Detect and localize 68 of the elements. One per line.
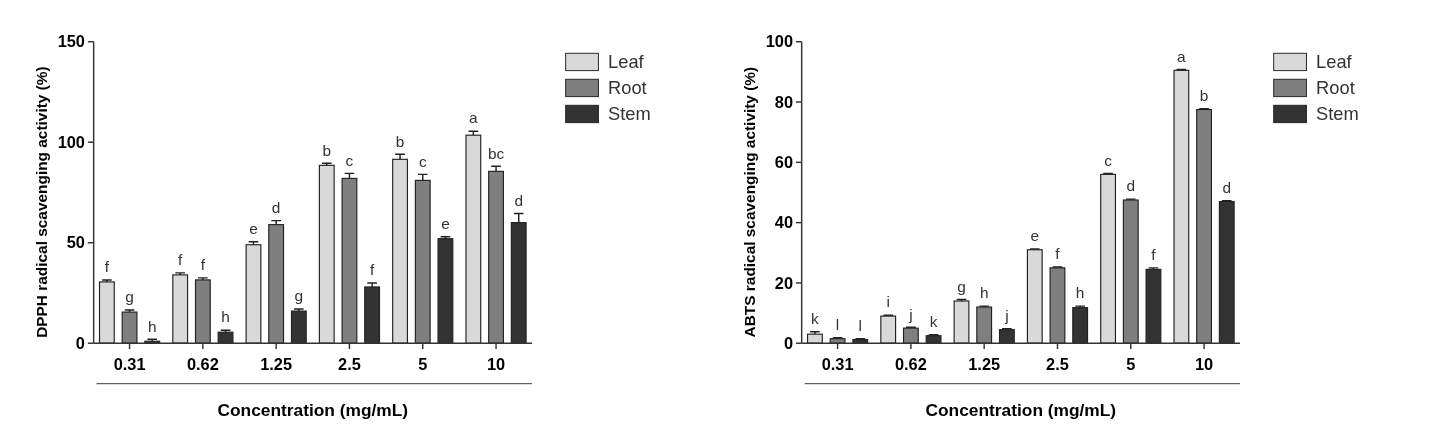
data-label: bc (487, 144, 505, 162)
x-tick-label: 2.5 (338, 355, 361, 374)
y-tick-label: 100 (765, 32, 794, 51)
data-label: c (1104, 151, 1113, 169)
y-tick-label: 40 (774, 213, 794, 232)
x-tick-label: 0.31 (821, 355, 854, 374)
data-label: g (125, 288, 134, 306)
x-tick-label: 5 (1126, 355, 1136, 374)
x-tick-label: 1.25 (260, 355, 293, 374)
data-label: l (835, 316, 840, 334)
data-label: b (395, 132, 405, 150)
data-label: g (294, 287, 304, 305)
data-label: h (221, 308, 230, 326)
data-label: j (1004, 307, 1009, 325)
data-label: h (1075, 284, 1085, 302)
data-label: a (1177, 47, 1187, 65)
data-label: b (322, 141, 332, 159)
x-tick-label: 5 (418, 355, 428, 374)
data-label: k (929, 313, 938, 331)
data-label: f (1055, 245, 1061, 263)
data-label: f (178, 251, 184, 269)
y-tick-label: 60 (774, 153, 794, 172)
data-label: f (1151, 246, 1157, 264)
data-label: e (249, 220, 258, 238)
x-tick-label: 10 (486, 355, 506, 374)
legend-label: Stem (1316, 103, 1359, 125)
data-label: j (908, 305, 913, 323)
data-label: k (811, 310, 820, 328)
data-label: f (200, 256, 206, 274)
y-tick-label: 100 (57, 132, 85, 151)
data-label: b (1199, 86, 1209, 104)
y-tick-label: 0 (783, 333, 794, 352)
y-tick-label: 20 (774, 273, 794, 292)
y-axis-title: DPPH radical scavenging activity (%) (33, 66, 51, 338)
data-label: h (979, 284, 989, 302)
x-axis-title: Concentration (mg/mL) (217, 400, 409, 421)
y-tick-label: 150 (57, 32, 85, 51)
data-label: l (858, 317, 862, 334)
y-tick-label: 50 (66, 233, 85, 252)
x-tick-label: 2.5 (1046, 355, 1069, 374)
data-label: g (957, 277, 966, 295)
x-tick-label: 0.62 (186, 355, 219, 374)
x-tick-label: 0.31 (113, 355, 146, 374)
data-label: e (1030, 227, 1040, 245)
y-axis-title: ABTS radical scavenging activity (%) (741, 66, 759, 338)
x-tick-label: 1.25 (968, 355, 1001, 374)
y-tick-label: 80 (774, 92, 794, 111)
legend-label: Leaf (1316, 51, 1353, 73)
data-label: c (418, 152, 427, 170)
data-label: i (886, 293, 890, 311)
data-label: d (514, 191, 524, 209)
data-label: e (441, 214, 450, 232)
data-label: c (345, 151, 354, 169)
data-label: f (104, 258, 110, 276)
data-label: a (469, 109, 479, 127)
data-label: d (1222, 178, 1232, 196)
data-label: d (1126, 177, 1136, 195)
y-tick-label: 0 (75, 333, 85, 352)
data-label: f (369, 261, 375, 279)
legend-label: Root (1316, 77, 1355, 99)
data-label: d (271, 198, 281, 216)
data-label: h (147, 317, 157, 335)
x-axis-title: Concentration (mg/mL) (925, 400, 1117, 421)
x-tick-label: 10 (1194, 355, 1214, 374)
legend-label: Leaf (608, 51, 645, 73)
x-tick-label: 0.62 (894, 355, 927, 374)
legend-label: Stem (608, 103, 651, 125)
legend-label: Root (608, 77, 647, 99)
